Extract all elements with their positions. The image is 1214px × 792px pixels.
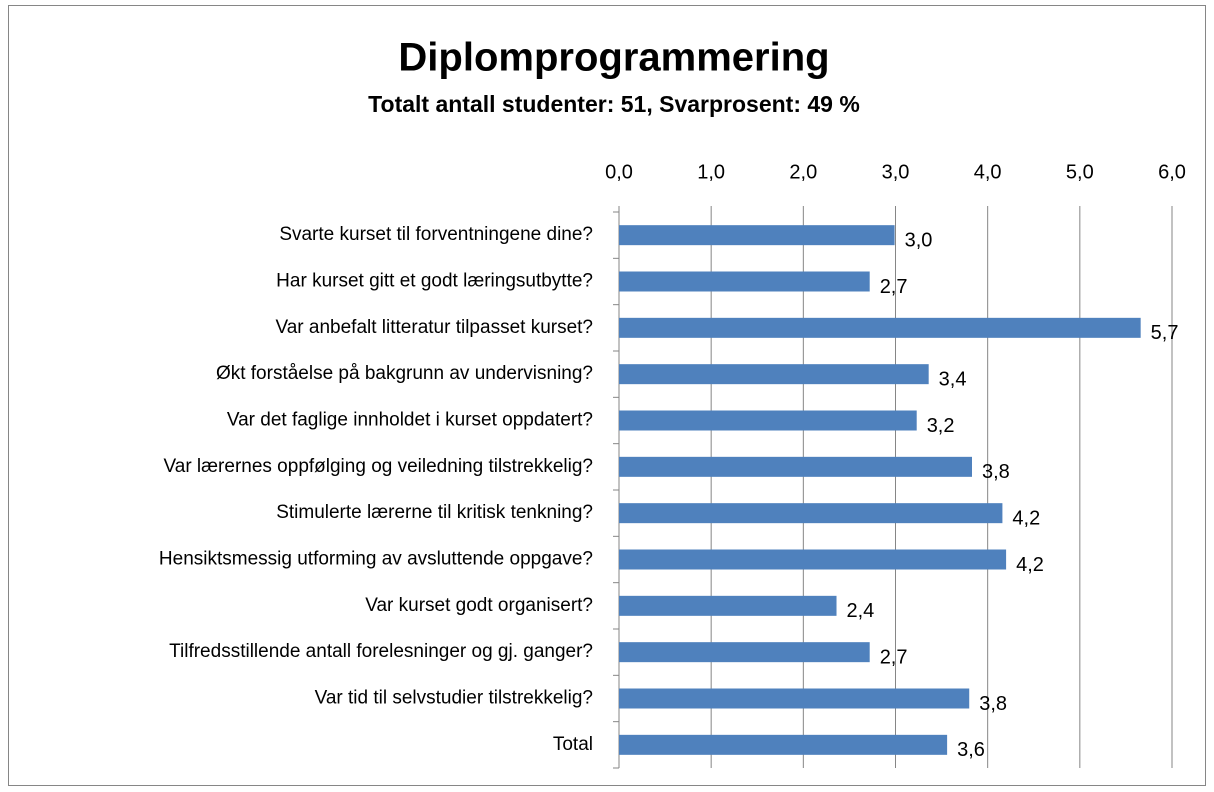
- y-tick-label: Var kurset godt organisert?: [365, 595, 593, 616]
- x-tick-label: 0,0: [605, 161, 633, 183]
- value-label: 4,2: [1016, 554, 1044, 576]
- x-tick-label: 3,0: [882, 161, 910, 183]
- value-label: 3,2: [927, 415, 955, 437]
- y-tick-label: Hensiktsmessig utforming av avsluttende …: [159, 549, 593, 570]
- bar: [619, 410, 917, 431]
- value-label: 3,8: [982, 461, 1010, 483]
- value-label: 2,7: [880, 276, 908, 298]
- bar: [619, 734, 948, 755]
- x-tick-label: 4,0: [974, 161, 1002, 183]
- value-label: 2,4: [847, 600, 875, 622]
- value-label: 4,2: [1012, 507, 1040, 529]
- y-tick-label: Stimulerte lærerne til kritisk tenkning?: [276, 502, 593, 523]
- y-tick-label: Var lærernes oppfølging og veiledning ti…: [164, 456, 594, 477]
- bar: [619, 271, 870, 292]
- y-tick-label: Var anbefalt litteratur tilpasset kurset…: [275, 317, 593, 338]
- bar: [619, 456, 972, 477]
- chart-subtitle: Totalt antall studenter: 51, Svarprosent…: [368, 91, 860, 117]
- y-tick-label: Har kurset gitt et godt læringsutbytte?: [276, 271, 593, 292]
- y-tick-label: Tilfredsstillende antall forelesninger o…: [169, 641, 593, 662]
- x-tick-label: 5,0: [1066, 161, 1094, 183]
- x-tick-label: 1,0: [697, 161, 725, 183]
- bar: [619, 225, 895, 246]
- bar: [619, 642, 870, 663]
- x-tick-label: 6,0: [1158, 161, 1186, 183]
- y-tick-label: Svarte kurset til forventningene dine?: [279, 224, 593, 245]
- bar: [619, 595, 837, 616]
- value-label: 3,0: [905, 229, 933, 251]
- value-label: 2,7: [880, 646, 908, 668]
- value-label: 3,6: [957, 739, 985, 761]
- x-tick-label: 2,0: [789, 161, 817, 183]
- chart-border: [8, 5, 1206, 786]
- bar: [619, 549, 1007, 570]
- y-tick-label: Var tid til selvstudier tilstrekkelig?: [315, 688, 593, 709]
- y-tick-label: Økt forståelse på bakgrunn av undervisni…: [216, 363, 593, 384]
- y-tick-label: Var det faglige innholdet i kurset oppda…: [227, 410, 593, 431]
- y-tick-label: Total: [553, 734, 593, 755]
- chart-title: Diplomprogrammering: [398, 36, 829, 80]
- value-label: 5,7: [1151, 322, 1179, 344]
- bar: [619, 364, 929, 385]
- bar: [619, 317, 1141, 338]
- bar: [619, 503, 1003, 524]
- value-label: 3,4: [939, 368, 967, 390]
- value-label: 3,8: [979, 693, 1007, 715]
- bar: [619, 688, 970, 709]
